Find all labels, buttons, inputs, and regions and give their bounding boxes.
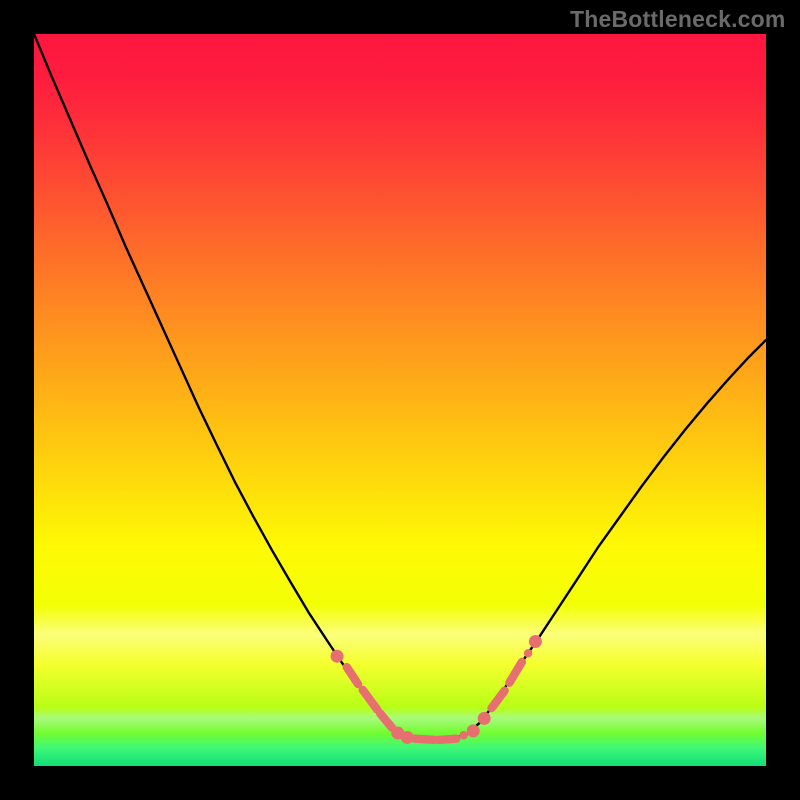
highlight-dot — [467, 724, 480, 737]
highlight-dash — [363, 690, 377, 710]
highlight-dot — [459, 731, 467, 739]
highlight-dash — [509, 662, 521, 683]
highlight-dash — [380, 713, 392, 727]
highlight-dot — [478, 712, 491, 725]
chart-stage: TheBottleneck.com — [0, 0, 800, 800]
highlight-dash — [347, 667, 358, 684]
highlight-dash — [438, 739, 456, 740]
highlight-dash — [415, 739, 435, 740]
highlight-dash — [492, 691, 505, 708]
plot-area — [34, 34, 766, 766]
highlight-dot — [529, 635, 542, 648]
main-curve-line — [34, 34, 766, 740]
highlight-dot — [331, 650, 344, 663]
highlight-dot — [524, 649, 532, 657]
highlight-group — [331, 635, 542, 744]
watermark-text: TheBottleneck.com — [570, 6, 786, 33]
chart-svg — [34, 34, 766, 766]
